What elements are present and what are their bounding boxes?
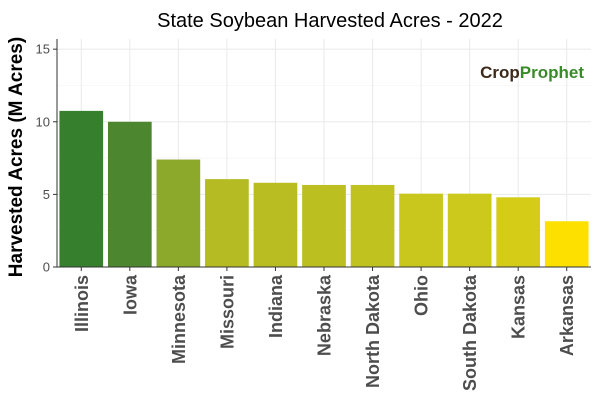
bar-ohio: [399, 193, 443, 267]
bars: [59, 110, 589, 268]
bar-arkansas: [544, 221, 589, 267]
x-tick-label: South Dakota: [460, 274, 480, 391]
x-tick-label: Iowa: [120, 274, 140, 315]
x-tick-label: Illinois: [72, 275, 92, 332]
bar-north-dakota: [350, 184, 395, 267]
x-tick-label: Ohio: [412, 275, 432, 316]
y-tick-label: 10: [36, 114, 50, 129]
x-tick-label: Minnesota: [169, 274, 189, 364]
y-tick-label: 0: [43, 260, 50, 275]
y-tick-label: 5: [43, 187, 50, 202]
bar-missouri: [205, 179, 249, 267]
x-tick-label: Nebraska: [315, 274, 335, 356]
cropprophet-logo: CropProphet: [480, 63, 584, 82]
chart-title: State Soybean Harvested Acres - 2022: [157, 10, 503, 32]
x-tick-label: Arkansas: [557, 275, 577, 356]
x-tick-label: Indiana: [266, 274, 286, 338]
y-tick-label: 15: [36, 42, 50, 57]
x-axis-ticks: Illinois Iowa Minnesota Missouri Indiana Nebr…: [72, 267, 577, 391]
bar-nebraska: [302, 184, 346, 267]
svg-text:CropProphet: CropProphet: [480, 63, 584, 82]
bar-iowa: [107, 121, 152, 267]
bar-indiana: [253, 182, 298, 267]
bar-illinois: [59, 110, 104, 268]
logo-text-prophet: Prophet: [520, 63, 585, 82]
logo-text-crop: Crop: [480, 63, 520, 82]
bar-minnesota: [156, 159, 201, 267]
x-tick-label: North Dakota: [363, 274, 383, 388]
bar-south-dakota: [447, 193, 492, 267]
x-tick-label: Missouri: [217, 275, 237, 349]
y-axis-ticks: 0 5 10 15: [36, 42, 57, 275]
y-axis-label: Harvested Acres (M Acres): [6, 37, 27, 277]
bar-kansas: [496, 197, 541, 267]
x-tick-label: Kansas: [509, 275, 529, 339]
